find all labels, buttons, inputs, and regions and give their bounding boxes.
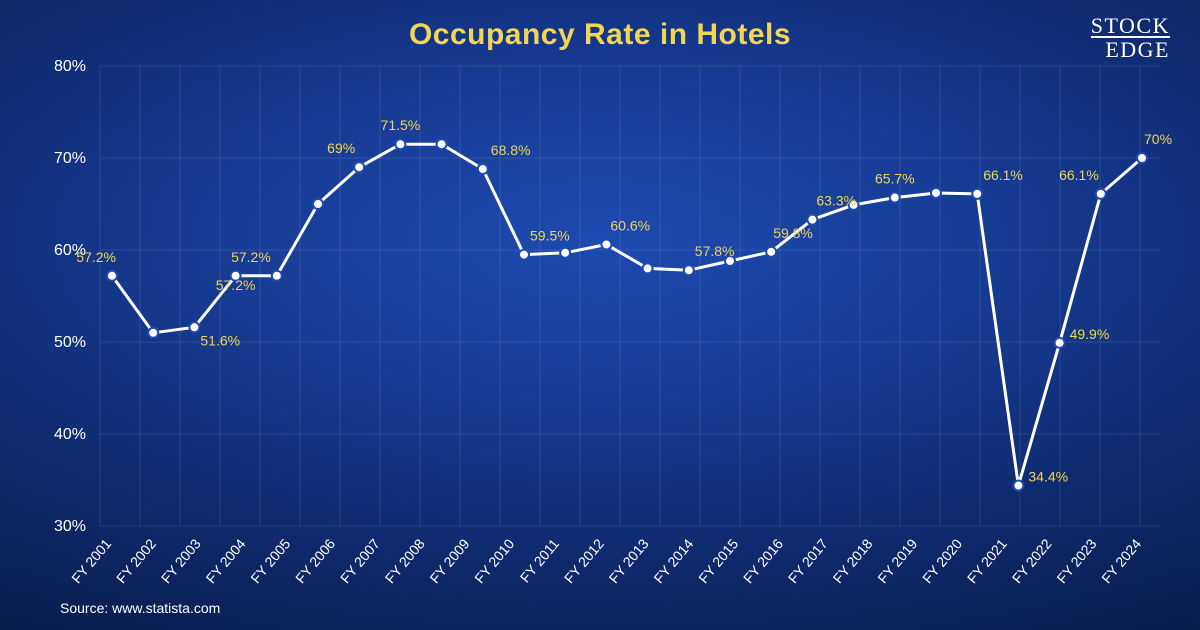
x-tick-label: FY 2004 [203, 535, 249, 586]
line-chart: 30%40%50%60%70%80%57.2%51.6%57.2%57.2%69… [100, 66, 1160, 616]
value-label: 34.4% [1028, 469, 1068, 485]
y-tick-label: 80% [54, 58, 86, 75]
value-label: 60.6% [610, 217, 650, 233]
x-tick-label: FY 2017 [785, 535, 831, 586]
data-point [272, 271, 282, 281]
value-label: 57.2% [76, 249, 116, 265]
x-tick-label: FY 2024 [1098, 535, 1144, 586]
data-point [643, 263, 653, 273]
x-tick-label: FY 2012 [561, 535, 607, 586]
value-label: 57.8% [695, 243, 735, 259]
data-point [313, 199, 323, 209]
x-tick-label: FY 2013 [606, 535, 652, 586]
data-point [478, 164, 488, 174]
data-point [519, 250, 529, 260]
data-point [560, 248, 570, 258]
data-point [1137, 153, 1147, 163]
data-point [189, 322, 199, 332]
value-label: 57.2% [216, 277, 256, 293]
data-point [972, 189, 982, 199]
value-label: 57.2% [231, 249, 271, 265]
value-label: 71.5% [381, 117, 421, 133]
x-tick-label: FY 2005 [247, 535, 293, 586]
x-tick-label: FY 2011 [517, 535, 563, 585]
value-label: 66.1% [983, 167, 1023, 183]
value-label: 65.7% [875, 171, 915, 187]
brand-line-2: EDGE [1091, 36, 1170, 60]
data-point [107, 271, 117, 281]
x-tick-label: FY 2022 [1009, 535, 1055, 586]
value-label: 63.3% [816, 193, 856, 209]
x-tick-label: FY 2023 [1053, 535, 1099, 586]
source-text: Source: www.statista.com [60, 600, 220, 616]
x-tick-label: FY 2003 [158, 535, 204, 586]
data-point [684, 265, 694, 275]
y-tick-label: 70% [54, 150, 86, 167]
data-point [395, 139, 405, 149]
x-tick-label: FY 2010 [471, 535, 517, 586]
x-tick-label: FY 2007 [337, 535, 383, 586]
value-label: 49.9% [1070, 326, 1110, 342]
x-tick-label: FY 2001 [68, 535, 114, 586]
value-label: 51.6% [200, 332, 240, 348]
y-tick-label: 50% [54, 334, 86, 351]
x-tick-label: FY 2014 [650, 535, 696, 586]
x-tick-label: FY 2021 [964, 535, 1010, 586]
data-point [148, 328, 158, 338]
value-label: 69% [327, 140, 355, 156]
x-tick-label: FY 2015 [695, 535, 741, 586]
x-tick-label: FY 2008 [382, 535, 428, 586]
data-point [890, 193, 900, 203]
brand-logo: STOCK EDGE [1091, 16, 1170, 60]
x-tick-label: FY 2018 [829, 535, 875, 586]
chart-canvas: Occupancy Rate in Hotels STOCK EDGE 30% 4… [0, 0, 1200, 630]
x-tick-label: FY 2016 [740, 535, 786, 586]
value-label: 68.8% [491, 142, 531, 158]
y-tick-label: 40% [54, 426, 86, 443]
data-point [354, 162, 364, 172]
x-tick-label: FY 2006 [292, 535, 338, 586]
x-tick-label: FY 2009 [426, 535, 472, 586]
data-point [1055, 338, 1065, 348]
data-point [601, 239, 611, 249]
data-point [1013, 481, 1023, 491]
data-point [807, 215, 817, 225]
x-tick-label: FY 2020 [919, 535, 965, 586]
value-label: 70% [1144, 131, 1172, 147]
chart-title: Occupancy Rate in Hotels [0, 18, 1200, 52]
value-label: 59.5% [530, 228, 570, 244]
data-point [766, 247, 776, 257]
value-label: 66.1% [1059, 167, 1099, 183]
brand-line-1: STOCK [1091, 16, 1170, 36]
data-point [1096, 189, 1106, 199]
y-tick-label: 30% [54, 518, 86, 535]
data-point [931, 188, 941, 198]
value-label: 59.8% [773, 225, 813, 241]
data-point [437, 139, 447, 149]
x-tick-label: FY 2019 [874, 535, 920, 586]
x-tick-label: FY 2002 [113, 535, 159, 586]
